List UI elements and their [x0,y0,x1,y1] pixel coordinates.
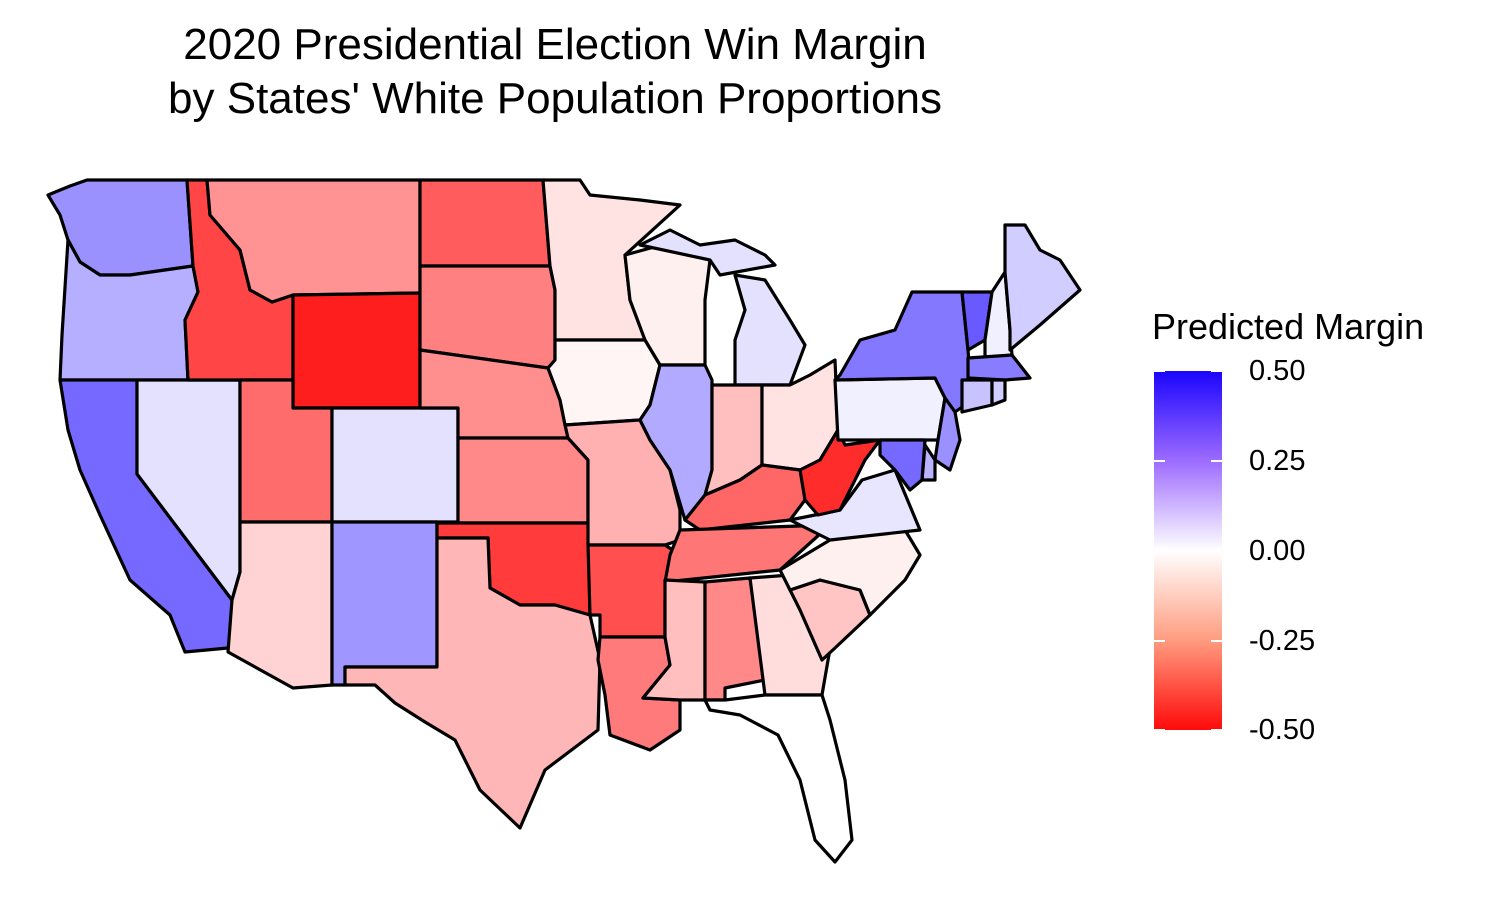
legend-tick-left [1154,640,1165,642]
state-connecticut [960,378,994,414]
legend-tick-left [1154,729,1165,731]
chart-title-line-1: 2020 Presidential Election Win Margin [183,20,927,69]
legend-colorbar [1154,371,1222,730]
legend-tick-right [1211,640,1222,642]
state-wyoming [291,291,422,410]
state-arizona [226,520,334,690]
legend-tick-right [1211,460,1222,462]
state-florida [703,693,854,864]
state-michigan-upper [638,228,777,277]
legend-title: Predicted Margin [1152,306,1425,347]
legend-tick-right [1211,550,1222,552]
state-massachusetts [966,353,1032,382]
legend-tick-left [1154,460,1165,462]
legend-tick-label: 0.50 [1249,355,1306,387]
state-maine [1003,223,1082,352]
state-pennsylvania [833,376,947,442]
state-west-virginia [798,428,882,517]
legend-tick-left [1154,550,1165,552]
state-maryland [878,438,927,492]
legend-tick-label: 0.00 [1249,535,1306,567]
state-north-dakota [418,178,552,268]
state-colorado [330,406,460,524]
legend-tick-right [1211,370,1222,372]
state-new-jersey [933,396,962,472]
state-kansas [456,436,590,525]
state-new-mexico [330,520,439,687]
state-rhode-island [990,378,1007,407]
state-michigan [733,273,807,387]
state-texas [343,536,602,830]
chart-title-line-2: by States' White Population Proportions [168,74,942,123]
legend-tick-label: -0.50 [1249,714,1316,746]
legend-tick-left [1154,370,1165,372]
state-iowa [546,338,662,427]
chart-title: 2020 Presidential Election Win Margin by… [0,18,1110,126]
legend-tick-label: -0.25 [1249,625,1316,657]
legend-tick-right [1211,729,1222,731]
legend-tick-label: 0.25 [1249,445,1306,477]
